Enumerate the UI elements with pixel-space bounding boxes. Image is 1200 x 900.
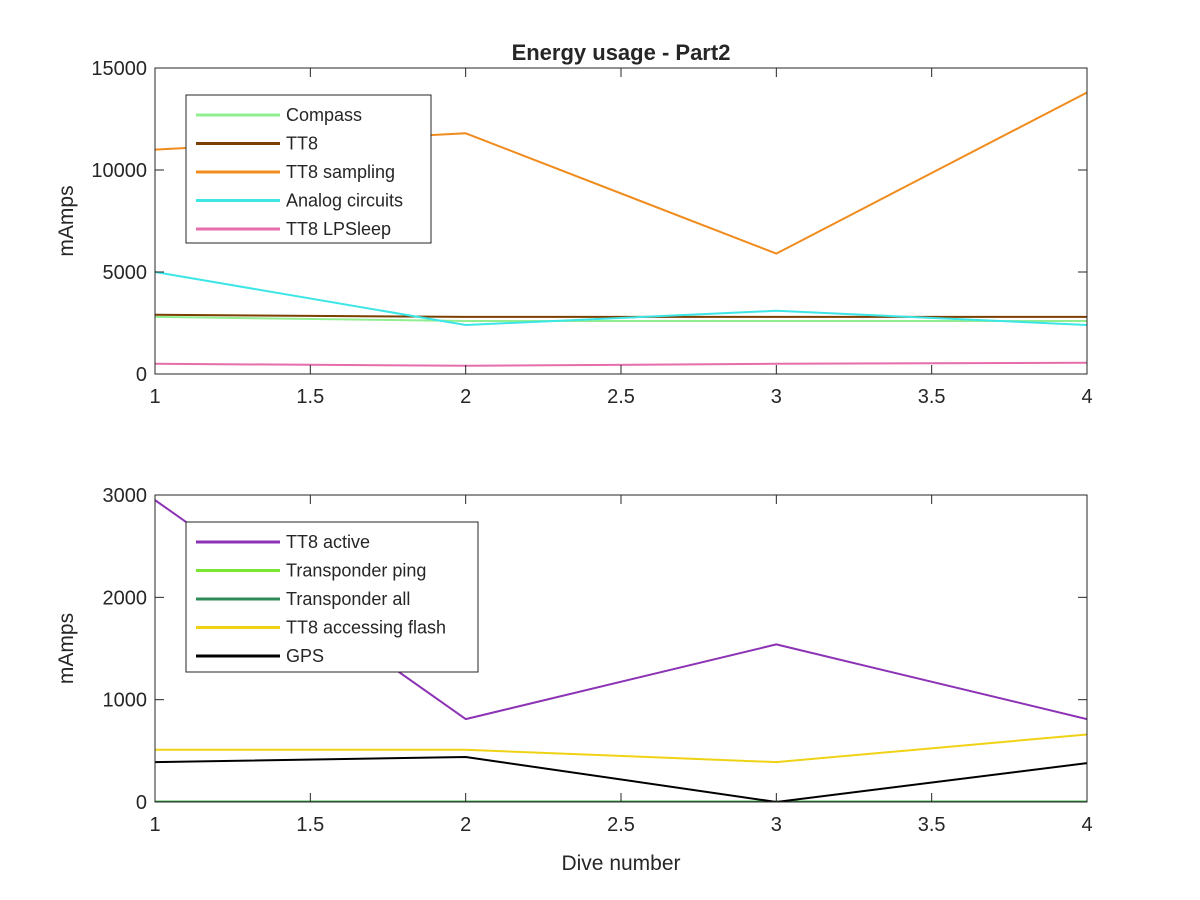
x-tick-label: 3 xyxy=(771,814,782,836)
x-tick-label: 3 xyxy=(771,386,782,408)
x-tick-label: 4 xyxy=(1081,386,1092,408)
y-axis-label: mAmps xyxy=(55,613,78,684)
x-tick-label: 2 xyxy=(460,386,471,408)
legend-label: TT8 LPSleep xyxy=(286,219,391,239)
legend-label: TT8 accessing flash xyxy=(286,618,446,638)
x-tick-label: 1.5 xyxy=(296,814,324,836)
legend-box xyxy=(185,94,432,244)
chart-energy-part2-bottom: 1 1.5 2 2.5 3 3.5 4 0 1000 2000 3000 mAmps Dive numb… xyxy=(55,485,1093,875)
x-tick-label: 3.5 xyxy=(918,814,946,836)
series-line-tt8-lpsleep xyxy=(155,361,1087,367)
x-tick-label: 1 xyxy=(149,386,160,408)
legend-label: TT8 sampling xyxy=(286,162,395,182)
x-tick-label: 4 xyxy=(1081,814,1092,836)
y-tick-label: 5000 xyxy=(103,262,148,284)
series-line-analog-circuits xyxy=(155,271,1087,326)
series-line-compass xyxy=(155,315,1087,322)
x-tick-label: 1 xyxy=(149,814,160,836)
y-tick-label: 0 xyxy=(136,792,147,814)
x-tick-label: 2 xyxy=(460,814,471,836)
legend-label: Transponder ping xyxy=(286,561,426,581)
y-axis-label: mAmps xyxy=(55,185,78,256)
chart-energy-part2-top: 1 1.5 2 2.5 3 3.5 4 0 5000 10000 15000 Energy usage… xyxy=(55,40,1093,408)
y-tick-label: 1000 xyxy=(103,690,148,712)
y-tick-label: 15000 xyxy=(91,58,147,80)
y-tick-label: 3000 xyxy=(103,485,148,507)
x-axis-label: Dive number xyxy=(561,852,680,875)
legend-label: GPS xyxy=(286,646,324,666)
y-tick-label: 0 xyxy=(136,364,147,386)
legend-label: Analog circuits xyxy=(286,191,403,211)
series-line-gps xyxy=(155,756,1087,802)
x-tick-label: 3.5 xyxy=(918,386,946,408)
legend-label: Transponder all xyxy=(286,589,410,609)
legend-label: TT8 xyxy=(286,134,318,154)
legend-label: TT8 active xyxy=(286,532,370,552)
legend: TT8 active Transponder ping Transponder al… xyxy=(185,521,479,673)
legend: Compass TT8 TT8 sampling Analog circuits TT8… xyxy=(185,94,432,244)
legend-box xyxy=(185,521,479,673)
legend-label: Compass xyxy=(286,105,362,125)
y-tick-label: 10000 xyxy=(91,160,147,182)
series-line-tt8-accessing-flash xyxy=(155,733,1087,764)
chart-title: Energy usage - Part2 xyxy=(512,40,731,65)
x-tick-label: 1.5 xyxy=(296,386,324,408)
x-tick-label: 2.5 xyxy=(607,386,635,408)
y-tick-label: 2000 xyxy=(103,587,148,609)
x-tick-label: 2.5 xyxy=(607,814,635,836)
